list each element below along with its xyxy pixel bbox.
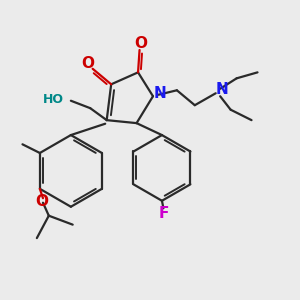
- Text: O: O: [35, 194, 48, 209]
- Text: F: F: [158, 206, 169, 221]
- Text: O: O: [134, 37, 148, 52]
- Text: N: N: [215, 82, 228, 97]
- Text: HO: HO: [42, 93, 63, 106]
- Text: N: N: [154, 86, 167, 101]
- Text: O: O: [81, 56, 94, 71]
